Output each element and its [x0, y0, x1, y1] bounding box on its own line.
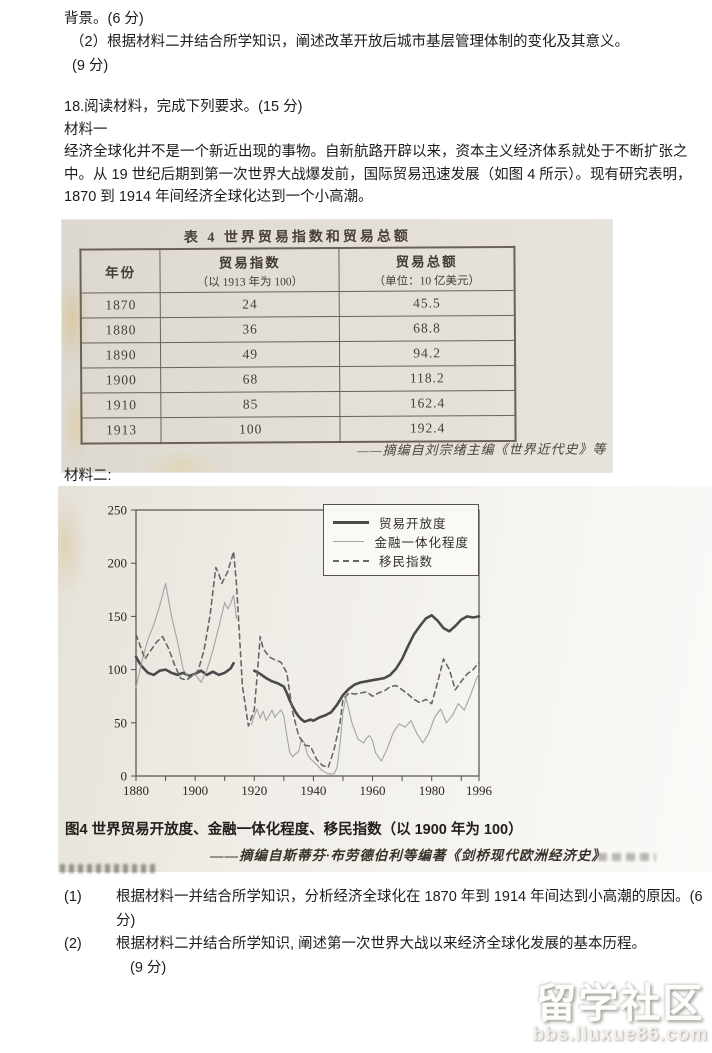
- previous-question-2: （2）根据材料二并结合所学知识，阐述改革开放后城市基层管理体制的变化及其意义。: [70, 34, 630, 50]
- header-total-sub: （单位：10 亿美元）: [373, 275, 480, 288]
- figure4-source: ——摘编自斯蒂芬·布劳德伯利等编著《剑桥现代欧洲经济史》: [210, 848, 606, 863]
- table-cell: 1913: [81, 417, 162, 444]
- question1-number: (1): [64, 889, 82, 905]
- table-cell: 1870: [80, 292, 161, 319]
- x-tick-label: 1996: [466, 783, 493, 798]
- table-row: 1880 36 68.8: [80, 315, 515, 344]
- question2-score: (9 分): [130, 959, 167, 976]
- table-cell: 1890: [80, 342, 161, 369]
- table-header-year: 年份: [80, 249, 161, 294]
- legend-label-trade: 贸易开放度: [379, 517, 447, 531]
- scan-artifact-right: [598, 853, 656, 861]
- question1-row: (1) 根据材料一并结合所学知识，分析经济全球化在 1870 年到 1914 年…: [64, 886, 712, 933]
- table-cell: 49: [160, 341, 340, 368]
- table-scan-inner: 表 4 世界贸易指数和贸易总额 年份 贸易指数 （以 1913 年为 100） …: [61, 218, 613, 473]
- table-cell: 1900: [81, 367, 161, 394]
- material2-chart-scan: 0 50 100 150 200 250 1880 1900 1920 1940 1960 1980 1…: [58, 486, 712, 872]
- series-solid-thick: [134, 655, 235, 678]
- background-score-line: 背景。(6 分): [64, 11, 144, 27]
- table-cell: 192.4: [340, 415, 516, 442]
- table-row: 1900 68 118.2: [81, 365, 516, 394]
- legend-label-migration: 移民指数: [379, 555, 434, 569]
- legend-row-migration: 移民指数: [333, 551, 469, 570]
- table-cell: 45.5: [339, 290, 515, 317]
- legend-label-finance: 金融一体化程度: [374, 536, 469, 550]
- header-index-sub: （以 1913 年为 100）: [196, 276, 304, 289]
- x-tick-label: 1980: [419, 783, 445, 798]
- series-dashed: [135, 550, 480, 769]
- y-tick-label: 50: [114, 715, 127, 730]
- x-tick-label: 1880: [123, 783, 149, 798]
- table-cell: 85: [160, 391, 341, 418]
- question2-row: (2) 根据材料二并结合所学知识, 阐述第一次世界大战以来经济全球化发展的基本历…: [64, 933, 712, 980]
- table-header-total: 贸易总额 （单位：10 亿美元）: [339, 246, 515, 292]
- table-cell: 1910: [81, 392, 162, 419]
- series-solid-thin: [250, 673, 480, 775]
- trade-table-body: 1870 24 45.5 1880 36 68.8 1890 49 94.2 1900 68 118.…: [80, 290, 516, 444]
- previous-question-2-score: (9 分): [72, 58, 109, 74]
- y-tick-label: 150: [108, 609, 128, 624]
- table-cell: 36: [160, 316, 340, 343]
- x-tick-label: 1900: [182, 783, 208, 798]
- x-tick-label: 1940: [300, 783, 326, 798]
- scan-artifact: [60, 864, 156, 873]
- migration-line-swatch: [333, 559, 369, 562]
- question2-number: (2): [64, 936, 82, 952]
- table-row: 1870 24 45.5: [80, 290, 515, 319]
- question1-text: 根据材料一并结合所学知识，分析经济全球化在 1870 年到 1914 年间达到小…: [116, 889, 703, 929]
- table-cell: 94.2: [339, 340, 516, 367]
- table-row: 1910 85 162.4: [81, 390, 516, 419]
- table-header-index: 贸易指数 （以 1913 年为 100）: [160, 247, 340, 293]
- table-cell: 24: [160, 291, 340, 318]
- x-tick-label: 1920: [241, 783, 267, 798]
- material1-table-scan: 表 4 世界贸易指数和贸易总额 年份 贸易指数 （以 1913 年为 100） …: [62, 220, 612, 472]
- material1-label: 材料一: [64, 122, 108, 138]
- question18-heading: 18.阅读材料，完成下列要求。(15 分): [64, 99, 303, 115]
- material2-label: 材料二:: [64, 468, 112, 484]
- series-solid-thin: [135, 582, 238, 689]
- watermark: 留学社区 bbs.liuxue86.com: [533, 983, 708, 1045]
- plot-frame: [135, 509, 480, 777]
- figure4-caption: 图4 世界贸易开放度、金融一体化程度、移民指数（以 1900 年为 100）: [65, 822, 523, 838]
- y-tick-label: 200: [108, 556, 128, 571]
- table-source: ——摘编自刘宗绪主编《世界近代史》等: [357, 441, 607, 458]
- table-cell: 100: [161, 416, 341, 444]
- trade-table: 年份 贸易指数 （以 1913 年为 100） 贸易总额 （单位：10 亿美元）…: [79, 245, 517, 445]
- header-index-label: 贸易指数: [218, 255, 281, 271]
- y-tick-label: 250: [108, 503, 128, 518]
- material1-paragraph: 经济全球化并不是一个新近出现的事物。自新航路开辟以来，资本主义经济体系就处于不断…: [64, 144, 692, 205]
- header-total-label: 贸易总额: [395, 254, 458, 270]
- legend-row-trade: 贸易开放度: [333, 513, 469, 532]
- y-tick-label: 100: [108, 662, 128, 677]
- table-cell: 162.4: [340, 390, 516, 417]
- table-cell: 1880: [80, 317, 161, 344]
- question2-text-main: 根据材料二并结合所学知识, 阐述第一次世界大战以来经济全球化发展的基本历程。: [116, 936, 647, 952]
- table-row: 1890 49 94.2: [80, 340, 516, 369]
- watermark-title: 留学社区: [536, 982, 705, 1027]
- series-solid-thick: [253, 614, 481, 723]
- table-cell: 68.8: [339, 315, 515, 342]
- table-cell: 118.2: [339, 365, 516, 392]
- table-cell: 68: [160, 366, 341, 393]
- header-year-label: 年份: [105, 265, 137, 281]
- trade-openness-line-swatch: [333, 521, 369, 524]
- table-title: 表 4 世界贸易指数和贸易总额: [183, 229, 411, 246]
- question2-text: 根据材料二并结合所学知识, 阐述第一次世界大战以来经济全球化发展的基本历程。 (…: [116, 933, 712, 980]
- y-tick-label: 0: [121, 769, 128, 784]
- chart-legend: 贸易开放度 金融一体化程度 移民指数: [323, 504, 479, 576]
- financial-integration-line-swatch: [333, 541, 365, 542]
- legend-row-finance: 金融一体化程度: [333, 532, 469, 551]
- watermark-url: bbs.liuxue86.com: [532, 1024, 708, 1046]
- table-header-row: 年份 贸易指数 （以 1913 年为 100） 贸易总额 （单位：10 亿美元）: [80, 246, 515, 294]
- line-chart: 0 50 100 150 200 250 1880 1900 1920 1940 1960 1980 1…: [108, 503, 493, 799]
- x-tick-label: 1960: [360, 783, 386, 798]
